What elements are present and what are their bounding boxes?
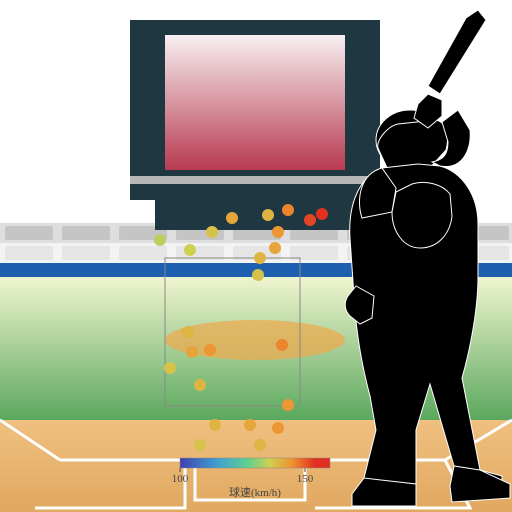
scoreboard-scroll xyxy=(130,176,380,184)
pitch-marker xyxy=(254,252,266,264)
colorbar-tick-label: 100 xyxy=(172,473,189,485)
pitch-marker xyxy=(154,234,166,246)
pitch-marker xyxy=(186,346,198,358)
pitch-marker xyxy=(194,379,206,391)
pitch-marker xyxy=(269,242,281,254)
pitch-marker xyxy=(262,209,274,221)
pitch-marker xyxy=(244,419,256,431)
pitch-marker xyxy=(206,226,218,238)
pitch-marker xyxy=(304,214,316,226)
pitch-marker xyxy=(164,362,176,374)
pitch-marker xyxy=(204,344,216,356)
pitch-marker xyxy=(184,244,196,256)
pitch-marker xyxy=(282,204,294,216)
pitch-marker xyxy=(282,399,294,411)
colorbar-tick-label: 150 xyxy=(297,473,314,485)
pitch-marker xyxy=(272,226,284,238)
pitch-marker xyxy=(276,339,288,351)
pitch-marker xyxy=(182,326,194,338)
pitch-marker xyxy=(194,439,206,451)
pitch-marker xyxy=(252,269,264,281)
colorbar-axis-label: 球速(km/h) xyxy=(229,485,281,499)
velocity-colorbar xyxy=(180,458,330,468)
pitch-location-chart: 100 150 球速(km/h) xyxy=(0,0,512,512)
pitch-marker xyxy=(254,439,266,451)
pitch-marker xyxy=(316,208,328,220)
pitch-marker xyxy=(226,212,238,224)
pitch-marker xyxy=(209,419,221,431)
pitch-marker xyxy=(272,422,284,434)
scoreboard-screen xyxy=(165,35,345,170)
